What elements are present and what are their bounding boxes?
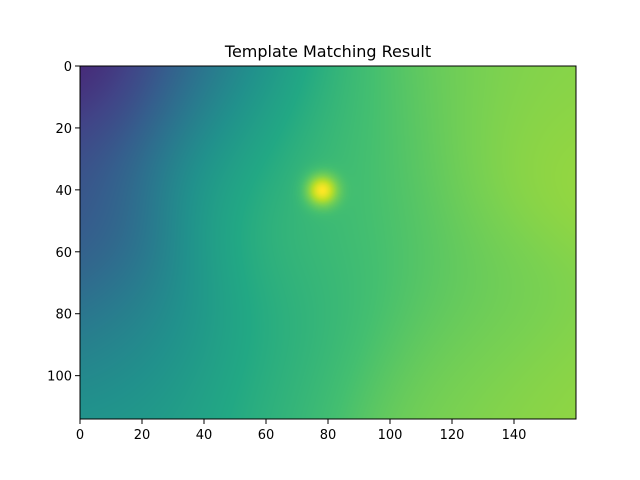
plot-area [79,65,577,420]
x-tick-label: 0 [76,428,84,443]
heatmap-image [80,66,576,419]
x-tick-label: 80 [320,428,337,443]
x-tick-label: 40 [196,428,213,443]
x-tick-label: 100 [378,428,403,443]
y-tick-label: 0 [64,60,72,75]
y-axis: 0 20 40 60 80 100 [47,60,80,385]
y-tick-label: 60 [55,246,72,261]
chart-title: Template Matching Result [224,42,431,61]
x-tick-label: 120 [440,428,465,443]
x-axis: 0 20 40 60 80 100 120 140 [76,419,527,443]
y-tick-label: 20 [55,122,72,137]
y-tick-label: 80 [55,308,72,323]
y-tick-label: 40 [55,184,72,199]
y-tick-label: 100 [47,370,72,385]
x-tick-label: 140 [502,428,527,443]
x-tick-label: 20 [134,428,151,443]
x-tick-label: 60 [258,428,275,443]
